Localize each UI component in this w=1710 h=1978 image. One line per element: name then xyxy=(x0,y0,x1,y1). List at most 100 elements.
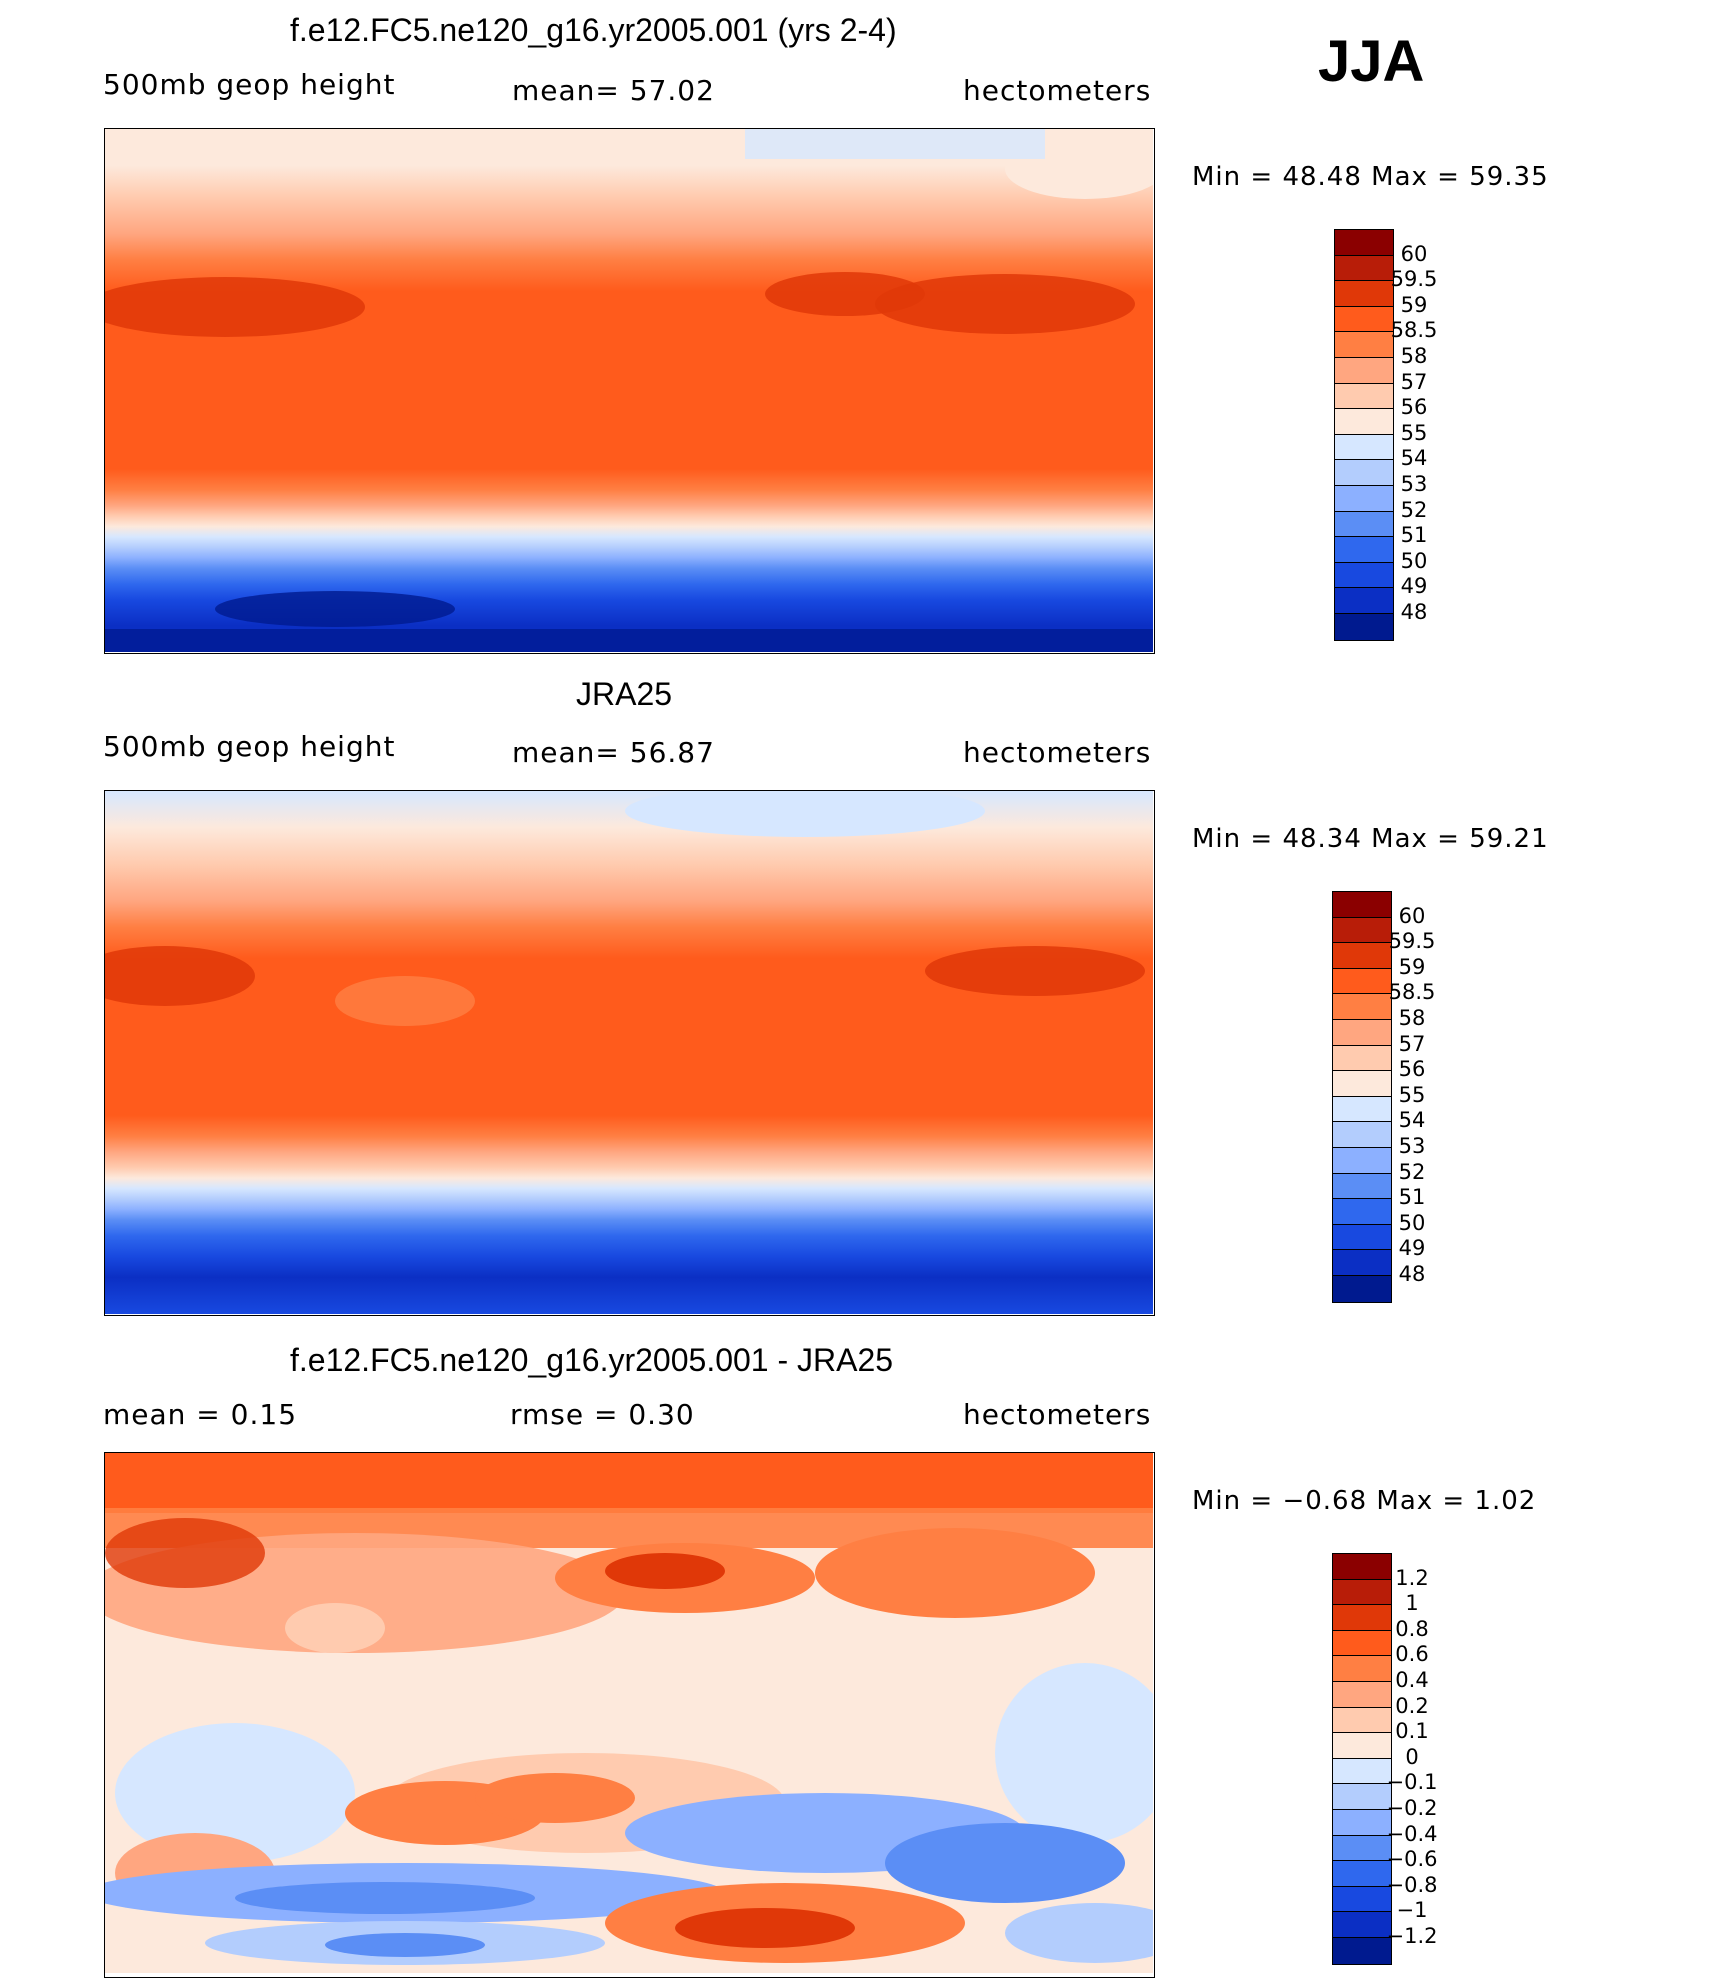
colorbar-tick-label: 56 xyxy=(1398,1057,1426,1082)
colorbar-tick-label: 53 xyxy=(1398,1134,1426,1158)
colorbar-tick-label: −0.8 xyxy=(1386,1872,1438,1897)
colorbar-swatch xyxy=(1335,281,1393,307)
colorbar-swatch xyxy=(1333,1147,1391,1174)
colorbar-swatch xyxy=(1333,1681,1391,1708)
colorbar-tick-label: −0.4 xyxy=(1386,1821,1438,1846)
panel-1-variable-label: 500mb geop height xyxy=(103,68,396,101)
colorbar-tick-label: 59.5 xyxy=(1388,929,1436,954)
colorbar-tick-label: 0.2 xyxy=(1395,1693,1429,1718)
colorbar-tick-label: 0.1 xyxy=(1395,1719,1429,1744)
colorbar-tick-label: 49 xyxy=(1400,574,1428,599)
colorbar-swatch xyxy=(1333,1630,1391,1657)
colorbar-tick-label: 60 xyxy=(1400,241,1428,266)
colorbar-tick-label: 0.4 xyxy=(1395,1668,1429,1692)
colorbar-tick-label: −1 xyxy=(1396,1898,1428,1923)
colorbar-swatch xyxy=(1333,1912,1391,1938)
colorbar-tick-label: 55 xyxy=(1400,420,1428,445)
colorbar-tick-label: 58 xyxy=(1398,1006,1426,1030)
colorbar-tick-label: 59 xyxy=(1400,292,1428,317)
colorbar-swatch xyxy=(1333,1784,1391,1810)
colorbar-tick-label: 59 xyxy=(1398,954,1426,979)
colorbar-swatch xyxy=(1335,357,1393,384)
colorbar-tick-label: 0 xyxy=(1405,1744,1419,1769)
panel-3-title: f.e12.FC5.ne120_g16.yr2005.001 - JRA25 xyxy=(290,1342,894,1378)
season-label: JJA xyxy=(1318,29,1425,94)
colorbar-swatch xyxy=(1333,1835,1391,1862)
panel-1-colorbar xyxy=(1334,229,1394,641)
colorbar-tick-label: 48 xyxy=(1398,1262,1426,1286)
colorbar-tick-label: 59.5 xyxy=(1390,267,1438,292)
colorbar-swatch xyxy=(1333,1605,1391,1631)
panel-2-map xyxy=(104,790,1155,1316)
colorbar-swatch xyxy=(1335,537,1393,563)
colorbar-tick-label: 0.8 xyxy=(1395,1616,1429,1641)
colorbar-swatch xyxy=(1333,1809,1391,1836)
colorbar-tick-label: 49 xyxy=(1398,1236,1426,1261)
colorbar-swatch xyxy=(1333,917,1391,944)
panel-2-mean-label: mean= 56.87 xyxy=(512,736,715,769)
colorbar-tick-label: 57 xyxy=(1400,369,1428,394)
colorbar-tick-label: 53 xyxy=(1400,472,1428,496)
colorbar-swatch xyxy=(1333,1199,1391,1225)
colorbar-swatch xyxy=(1335,511,1393,538)
colorbar-swatch xyxy=(1333,1122,1391,1148)
panel-1-minmax: Min = 48.48 Max = 59.35 xyxy=(1192,162,1549,192)
panel-2-minmax: Min = 48.34 Max = 59.21 xyxy=(1192,824,1549,854)
colorbar-tick-label: 56 xyxy=(1400,395,1428,420)
panel-1-mean-label: mean= 57.02 xyxy=(512,74,715,107)
colorbar-swatch xyxy=(1335,332,1393,358)
panel-3-map xyxy=(104,1452,1155,1978)
panel-3-colorbar xyxy=(1332,1553,1392,1965)
colorbar-swatch xyxy=(1333,1733,1391,1759)
colorbar-swatch xyxy=(1333,1224,1391,1251)
colorbar-swatch xyxy=(1333,1886,1391,1913)
colorbar-swatch xyxy=(1333,1250,1391,1276)
colorbar-tick-label: 60 xyxy=(1398,903,1426,928)
colorbar-swatch xyxy=(1335,306,1393,333)
colorbar-tick-label: −1.2 xyxy=(1386,1924,1438,1948)
colorbar-swatch xyxy=(1333,1071,1391,1097)
colorbar-tick-label: 48 xyxy=(1400,600,1428,624)
colorbar-tick-label: 54 xyxy=(1398,1108,1426,1133)
colorbar-swatch xyxy=(1333,1275,1391,1302)
colorbar-tick-label: 51 xyxy=(1398,1185,1426,1210)
colorbar-swatch xyxy=(1333,1707,1391,1734)
colorbar-swatch xyxy=(1335,588,1393,614)
colorbar-tick-label: 58.5 xyxy=(1390,318,1438,343)
colorbar-swatch xyxy=(1335,409,1393,435)
colorbar-swatch xyxy=(1333,1758,1391,1785)
panel-1-title: f.e12.FC5.ne120_g16.yr2005.001 (yrs 2-4) xyxy=(290,12,897,48)
colorbar-tick-label: 57 xyxy=(1398,1031,1426,1056)
panel-3-rmse-label: rmse = 0.30 xyxy=(510,1398,695,1431)
colorbar-swatch xyxy=(1335,383,1393,410)
colorbar-swatch xyxy=(1335,230,1393,256)
panel-2-units: hectometers xyxy=(963,736,1152,769)
colorbar-tick-label: 1 xyxy=(1405,1591,1419,1616)
colorbar-swatch xyxy=(1333,1554,1391,1580)
panel-2-title: JRA25 xyxy=(576,676,673,712)
panel-2-colorbar xyxy=(1332,891,1392,1303)
colorbar-tick-label: 0.6 xyxy=(1395,1642,1429,1667)
colorbar-swatch xyxy=(1333,1656,1391,1682)
colorbar-tick-label: 50 xyxy=(1400,548,1428,573)
colorbar-swatch xyxy=(1335,613,1393,640)
colorbar-swatch xyxy=(1333,1937,1391,1964)
colorbar-swatch xyxy=(1333,968,1391,995)
colorbar-swatch xyxy=(1333,1096,1391,1123)
colorbar-swatch xyxy=(1333,1019,1391,1046)
colorbar-swatch xyxy=(1333,994,1391,1020)
colorbar-tick-label: 58 xyxy=(1400,344,1428,368)
colorbar-tick-label: −0.6 xyxy=(1386,1847,1438,1872)
colorbar-swatch xyxy=(1335,434,1393,461)
colorbar-swatch xyxy=(1333,1861,1391,1887)
colorbar-swatch xyxy=(1333,892,1391,918)
panel-3-minmax: Min = −0.68 Max = 1.02 xyxy=(1192,1486,1537,1516)
colorbar-swatch xyxy=(1333,943,1391,969)
colorbar-tick-label: 58.5 xyxy=(1388,980,1436,1005)
panel-2-variable-label: 500mb geop height xyxy=(103,730,396,763)
panel-3-units: hectometers xyxy=(963,1398,1152,1431)
colorbar-tick-label: −0.2 xyxy=(1386,1796,1438,1820)
colorbar-tick-label: 52 xyxy=(1400,497,1428,522)
colorbar-tick-label: 50 xyxy=(1398,1210,1426,1235)
colorbar-swatch xyxy=(1333,1173,1391,1200)
